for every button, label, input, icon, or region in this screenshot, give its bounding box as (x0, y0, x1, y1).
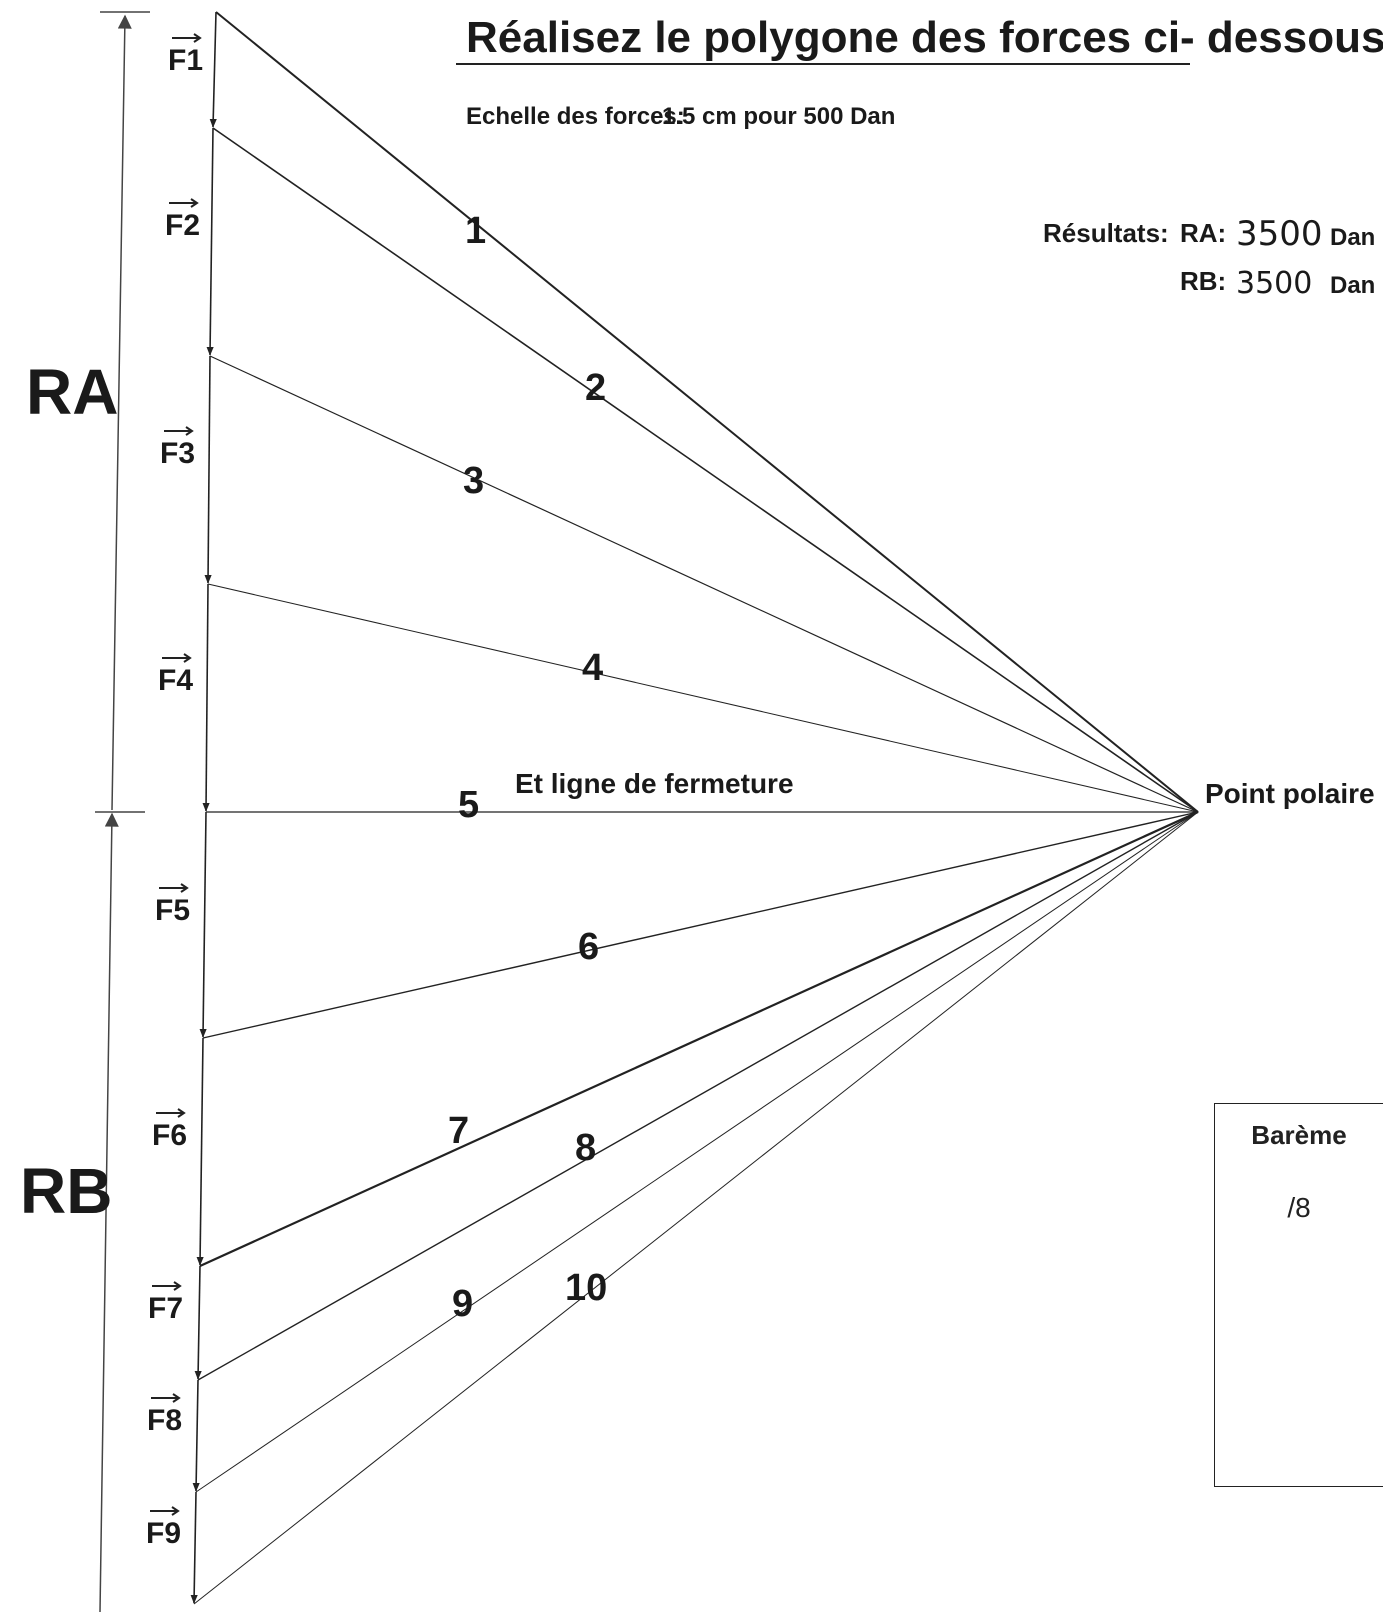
force-vector-8 (192, 1379, 200, 1492)
force-vector-2 (206, 127, 214, 356)
scale-label: Echelle des forces: (466, 103, 685, 130)
polar-ray-6 (202, 811, 1199, 1039)
rb-result-label: RB: (1180, 266, 1226, 296)
force-vector-arrow-3 (164, 426, 194, 436)
ray-label-1: 1 (465, 210, 486, 252)
force-label-3: F3 (160, 437, 195, 470)
force-vector-9 (190, 1491, 198, 1604)
ra-result-label: RA: (1180, 218, 1226, 248)
polar-ray-7 (199, 810, 1199, 1268)
pole-label: Point polaire (1205, 778, 1375, 809)
polar-ray-2 (212, 127, 1199, 813)
force-vector-arrow-7 (152, 1281, 182, 1291)
force-vector-arrow-9 (150, 1506, 180, 1516)
ray-label-8: 8 (575, 1127, 596, 1169)
rb-result-unit: Dan (1330, 272, 1375, 299)
reaction-dimensions (95, 11, 150, 1612)
ra-dimension-line (111, 14, 132, 811)
ra-label: RA (26, 356, 118, 428)
scale-value: 1.5 cm pour 500 Dan (662, 103, 895, 130)
polar-ray-1 (215, 11, 1199, 813)
ra-result-value: 3500 (1236, 214, 1323, 254)
ray-label-7: 7 (448, 1110, 469, 1152)
force-vector-1 (209, 11, 217, 128)
force-vector-7 (194, 1265, 202, 1380)
force-vector-arrow-6 (156, 1108, 186, 1118)
ray-label-10: 10 (565, 1267, 607, 1309)
ray-label-4: 4 (582, 647, 603, 689)
force-vectors: F1 F2 F3 F4 F5 F6 F7 F8 F9 (146, 11, 217, 1604)
bareme-title: Barème (1251, 1120, 1347, 1150)
rb-label: RB (20, 1155, 112, 1227)
results-label: Résultats: (1043, 218, 1169, 248)
bareme-score: /8 (1287, 1192, 1311, 1223)
page-title: Réalisez le polygone des forces ci- dess… (466, 13, 1383, 62)
ray-label-3: 3 (463, 460, 484, 502)
force-vector-arrow-1 (172, 33, 202, 43)
force-label-1: F1 (168, 44, 203, 77)
polar-ray-8 (197, 811, 1199, 1381)
force-label-4: F4 (158, 664, 193, 697)
force-vector-3 (204, 355, 212, 584)
force-label-5: F5 (155, 894, 190, 927)
force-label-6: F6 (152, 1119, 187, 1152)
rb-dimension-line (99, 812, 119, 1612)
ray-label-6: 6 (578, 926, 599, 968)
force-label-9: F9 (146, 1517, 181, 1550)
polar-ray-9 (195, 811, 1199, 1493)
force-vector-4 (202, 583, 210, 812)
polar-ray-10 (193, 811, 1199, 1605)
force-label-2: F2 (165, 209, 200, 242)
force-label-7: F7 (148, 1292, 183, 1325)
closing-line-label: Et ligne de fermeture (515, 768, 794, 799)
polar-rays: 1 2 3 4 5 6 7 8 9 10 (193, 11, 1199, 1605)
polar-ray-3 (209, 355, 1199, 813)
rb-result-value: 3500 (1236, 266, 1312, 301)
bareme-box: Barème /8 (1214, 1103, 1383, 1487)
ray-label-9: 9 (452, 1283, 473, 1325)
force-vector-arrow-8 (151, 1393, 181, 1403)
force-vector-arrow-5 (159, 883, 189, 893)
force-vector-6 (196, 1037, 204, 1266)
force-label-8: F8 (147, 1404, 182, 1437)
force-vector-arrow-4 (162, 653, 192, 663)
polar-ray-4 (207, 583, 1199, 813)
ra-result-unit: Dan (1330, 224, 1375, 251)
force-vector-arrow-2 (169, 198, 199, 208)
ray-label-5: 5 (458, 784, 479, 826)
force-vector-5 (199, 811, 207, 1038)
ray-label-2: 2 (585, 367, 606, 409)
